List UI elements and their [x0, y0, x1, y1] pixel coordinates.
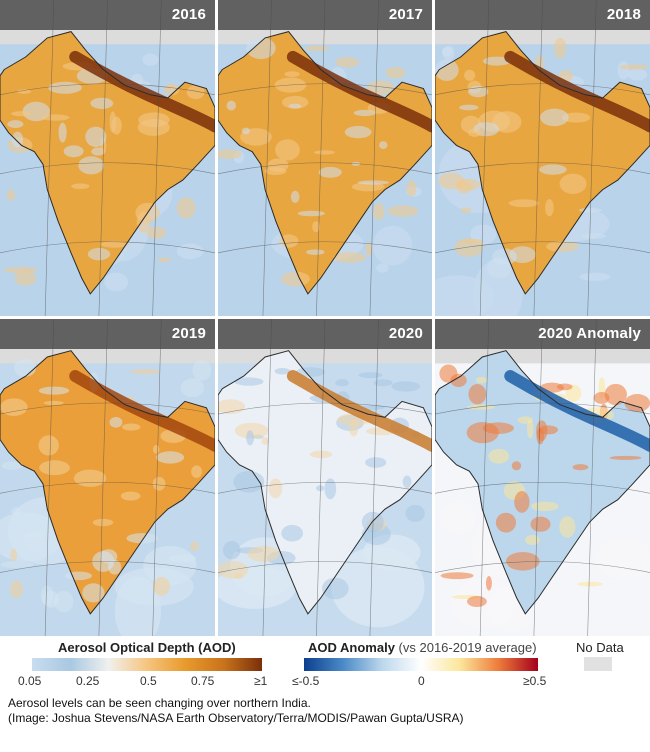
panel-title: 2017 [388, 6, 423, 23]
aod-map-2020 [218, 319, 432, 636]
map-grid: 2016 2017 2018 2019 2020 2020 Anomaly [0, 0, 650, 636]
panel-title: 2018 [606, 6, 641, 23]
anomaly-tick: 0 [418, 674, 425, 688]
aod-tick: 0.5 [140, 674, 157, 688]
aod-legend-title: Aerosol Optical Depth (AOD) [58, 640, 236, 655]
anomaly-tick: ≤-0.5 [292, 674, 320, 688]
aod-map-2018 [435, 0, 650, 316]
aod-map-2019 [0, 319, 215, 636]
panel-title: 2019 [171, 325, 206, 342]
aod-colorbar [32, 658, 262, 671]
map-panel-2018: 2018 [435, 0, 650, 316]
aod-map-2017 [218, 0, 432, 316]
aod-anomaly-map-2020 [435, 319, 650, 636]
nodata-label: No Data [576, 640, 624, 655]
map-panel-2020: 2020 [218, 319, 432, 636]
panel-title: 2020 [388, 325, 423, 342]
caption-credit: (Image: Joshua Stevens/NASA Earth Observ… [8, 711, 464, 725]
aod-map-2016 [0, 0, 215, 316]
map-panel-2019: 2019 [0, 319, 215, 636]
panel-title-bar: 2019 [0, 319, 215, 349]
map-panel-2016: 2016 [0, 0, 215, 316]
anomaly-colorbar [304, 658, 538, 671]
caption-line: Aerosol levels can be seen changing over… [8, 696, 311, 710]
panel-title: 2020 Anomaly [538, 325, 641, 342]
legend: Aerosol Optical Depth (AOD) 0.05 0.25 0.… [0, 636, 650, 688]
panel-title-bar: 2016 [0, 0, 215, 30]
aod-tick: 0.25 [76, 674, 100, 688]
anomaly-tick: ≥0.5 [523, 674, 547, 688]
map-panel-2020-anomaly: 2020 Anomaly [435, 319, 650, 636]
caption: Aerosol levels can be seen changing over… [8, 696, 464, 726]
panel-title-bar: 2020 [218, 319, 432, 349]
aod-tick: 0.75 [191, 674, 215, 688]
panel-title-bar: 2020 Anomaly [435, 319, 650, 349]
nodata-swatch [584, 657, 612, 671]
aod-tick: ≥1 [254, 674, 268, 688]
aod-tick: 0.05 [18, 674, 42, 688]
panel-title: 2016 [171, 6, 206, 23]
panel-title-bar: 2018 [435, 0, 650, 30]
map-panel-2017: 2017 [218, 0, 432, 316]
panel-title-bar: 2017 [218, 0, 432, 30]
anomaly-legend-title: AOD Anomaly (vs 2016-2019 average) [308, 640, 537, 655]
